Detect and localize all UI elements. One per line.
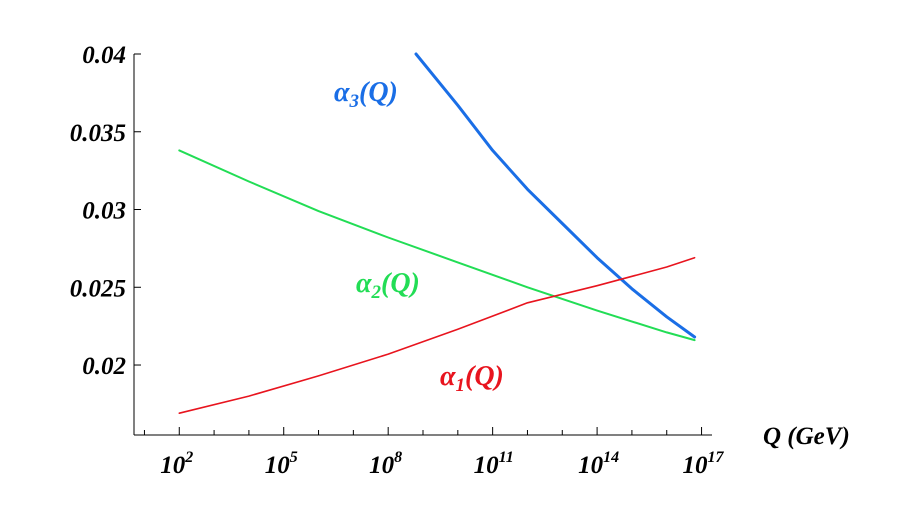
x-tick-label: 1017 [683, 449, 725, 479]
x-tick-exponent: 11 [499, 449, 514, 466]
y-tick-label: 0.03 [82, 198, 126, 225]
series-label-subscript: 2 [371, 282, 382, 303]
series-label-symbol: α [356, 268, 372, 299]
x-tick-exponent: 14 [603, 449, 619, 466]
series-label-argument: (Q) [359, 77, 398, 108]
series-label-alpha2: α2(Q) [356, 268, 420, 303]
y-tick-label: 0.02 [82, 353, 126, 380]
x-tick-exponent: 2 [184, 449, 193, 466]
x-tick-label: 105 [265, 449, 298, 479]
x-axis-label: Q (GeV) [763, 423, 850, 450]
x-tick-label: 1011 [474, 449, 514, 479]
series-line-alpha2 [178, 149, 696, 342]
x-tick-base: 10 [683, 452, 709, 479]
series-label-argument: (Q) [465, 361, 504, 392]
series-label-subscript: 1 [456, 375, 466, 396]
x-tick-base: 10 [578, 452, 604, 479]
series-labels: α3(Q)α2(Q)α1(Q) [334, 77, 504, 396]
x-tick-label: 1014 [578, 449, 619, 479]
y-tick-label: 0.025 [70, 275, 126, 302]
series-label-argument: (Q) [381, 268, 420, 299]
series-label-alpha3: α3(Q) [334, 77, 398, 112]
y-ticks: 0.02 0.025 0.03 0.035 0.04 [70, 42, 141, 380]
x-tick-label: 102 [160, 449, 193, 479]
x-tick-base: 10 [160, 452, 186, 479]
x-tick-base: 10 [369, 452, 395, 479]
series-label-symbol: α [440, 361, 456, 392]
series-label-symbol: α [334, 77, 350, 108]
x-tick-exponent: 17 [708, 449, 725, 466]
y-tick-label: 0.04 [82, 42, 126, 69]
x-tick-exponent: 8 [394, 449, 402, 466]
series-line-alpha1 [178, 256, 696, 415]
x-tick-base: 10 [474, 452, 500, 479]
x-tick-exponent: 5 [290, 449, 298, 466]
series-lines [178, 52, 697, 415]
series-label-alpha1: α1(Q) [440, 361, 504, 396]
series-line-alpha3 [414, 52, 697, 339]
x-ticks: 102 105 108 1011 1014 1017 [143, 427, 725, 479]
y-tick-label: 0.035 [70, 120, 126, 147]
axes [133, 54, 712, 436]
series-label-subscript: 3 [349, 91, 360, 112]
x-tick-base: 10 [265, 452, 291, 479]
x-tick-label: 108 [369, 449, 402, 479]
